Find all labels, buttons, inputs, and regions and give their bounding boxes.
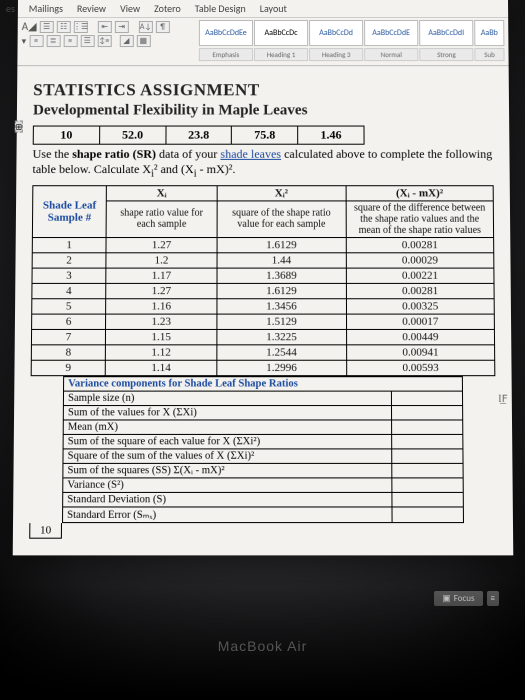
numbering-icon[interactable]: ☷ [57, 21, 71, 33]
calc-row: 10 52.0 23.8 75.8 1.46 [33, 126, 365, 145]
tab-partial[interactable]: es [6, 2, 15, 15]
col-xi2: Xᵢ² [275, 187, 288, 199]
align-right-icon[interactable]: ≡ [63, 35, 77, 47]
table-row: 71.151.32250.00449 [31, 329, 494, 344]
data-table: Shade Leaf Sample # Xᵢ Xᵢ² (Xᵢ - mX)² sh… [31, 185, 496, 376]
table-row: 31.171.36890.00221 [32, 268, 494, 283]
table-row: 91.141.29960.00593 [31, 360, 495, 375]
table-row: 11.271.61290.00281 [32, 237, 493, 252]
summary-row: Standard Error (Sₘₓ) [63, 507, 464, 523]
desc-xi2: square of the shape ratio value for each… [217, 201, 346, 238]
doc-title-1: STATISTICS ASSIGNMENT [33, 80, 493, 100]
align-center-icon[interactable]: ≣ [46, 35, 60, 47]
summary-row: Variance (S²) [63, 478, 463, 493]
borders-icon[interactable]: ▦ [136, 35, 150, 47]
style-gallery[interactable]: AaBbCcDdEe AaBbCcDc AaBbCcDd AaBbCcDdE A… [199, 20, 505, 46]
summary-row: Sample size (n) [63, 391, 462, 405]
summary-title: Variance components for Shade Leaf Shape… [64, 377, 463, 391]
tab-review[interactable]: Review [77, 2, 106, 15]
summary-row: Mean (mX) [63, 420, 462, 434]
document-body: STATISTICS ASSIGNMENT Developmental Flex… [13, 66, 513, 545]
indent-right-icon[interactable]: ⇥ [115, 21, 129, 33]
style-strong[interactable]: Strong [419, 48, 473, 61]
tab-view[interactable]: View [120, 2, 140, 15]
if-annotation: I͟F [498, 394, 508, 405]
summary-row: Sum of the square of each value for X (Σ… [63, 434, 463, 448]
document-sheet: es Mailings Review View Zotero Table Des… [13, 0, 514, 555]
summary-row: Sum of the squares (SS) Σ(Xᵢ - mX)² [63, 463, 463, 478]
tab-mailings[interactable]: Mailings [29, 2, 63, 15]
col-xi: Xᵢ [157, 187, 167, 199]
tab-layout[interactable]: Layout [260, 2, 287, 15]
table-row: 81.121.25440.00941 [31, 345, 494, 360]
outline-collapse-icon[interactable]: ⊞ [15, 120, 23, 132]
bullets-icon[interactable]: ☰ [40, 21, 54, 33]
pilcrow-icon[interactable]: ¶ [156, 21, 170, 33]
style-heading1[interactable]: Heading 1 [254, 48, 308, 61]
summary-row: Standard Deviation (S) [63, 492, 464, 507]
focus-icon: ▣ [442, 593, 451, 604]
table-row: 21.21.440.00029 [32, 253, 494, 268]
desc-dev: square of the difference between the sha… [346, 201, 494, 238]
sort-icon[interactable]: A↓ [139, 21, 153, 33]
summary-row: Square of the sum of the values of X (ΣX… [63, 449, 463, 463]
calc-v4: 1.46 [298, 127, 363, 144]
style-sub[interactable]: Sub [474, 48, 504, 61]
calc-v3: 75.8 [232, 127, 298, 144]
last-n-cell: 10 [29, 523, 62, 539]
table-row: 51.161.34560.00325 [32, 299, 495, 314]
indent-left-icon[interactable]: ⇤ [98, 21, 112, 33]
multilevel-icon[interactable]: ⋮☰ [74, 21, 88, 33]
ribbon-tabs: es Mailings Review View Zotero Table Des… [18, 0, 508, 18]
col-sample: Shade Leaf Sample # [43, 199, 96, 223]
shade-leaves-link[interactable]: shade leaves [220, 147, 281, 161]
calc-v1: 52.0 [100, 127, 166, 144]
device-label: MacBook Air [218, 638, 308, 654]
justify-icon[interactable]: ☰ [80, 35, 94, 47]
line-spacing-icon[interactable]: ↕≡ [97, 35, 111, 47]
calc-v2: 23.8 [166, 127, 232, 144]
tab-zotero[interactable]: Zotero [154, 2, 181, 15]
style-heading3[interactable]: Heading 3 [309, 48, 363, 61]
align-left-icon[interactable]: ≡ [29, 35, 43, 47]
tab-table-design[interactable]: Table Design [195, 2, 246, 15]
table-row: 61.231.51290.00017 [32, 314, 495, 329]
shading-icon[interactable]: ◢ [119, 35, 133, 47]
view-button[interactable]: ≡ [487, 591, 499, 606]
doc-title-2: Developmental Flexibility in Maple Leave… [33, 102, 493, 119]
format-painter-icon[interactable]: A◢ [22, 20, 37, 33]
instruction-text: Use the shape ratio (SR) data of your sh… [32, 147, 493, 181]
table-row: 41.271.61290.00281 [32, 283, 494, 298]
focus-button[interactable]: ▣ Focus [434, 591, 482, 606]
dropdown-icon[interactable]: ▾ [22, 36, 27, 47]
summary-table: Variance components for Shade Leaf Shape… [62, 376, 464, 523]
col-dev: (Xᵢ - mX)² [396, 187, 443, 199]
style-normal[interactable]: Normal [364, 48, 418, 61]
style-emphasis[interactable]: Emphasis [199, 48, 253, 61]
ribbon-body: A◢ ☰ ☷ ⋮☰ ⇤ ⇥ A↓ ¶ ▾ ≡ ≣ ≡ ☰ ↕≡ ◢ ▦ [17, 18, 508, 66]
status-bar: ▣ Focus ≡ [434, 591, 499, 606]
summary-row: Sum of the values for X (ΣXi) [63, 405, 462, 419]
desc-xi: shape ratio value for each sample [106, 201, 217, 238]
calc-v0: 10 [34, 127, 100, 144]
